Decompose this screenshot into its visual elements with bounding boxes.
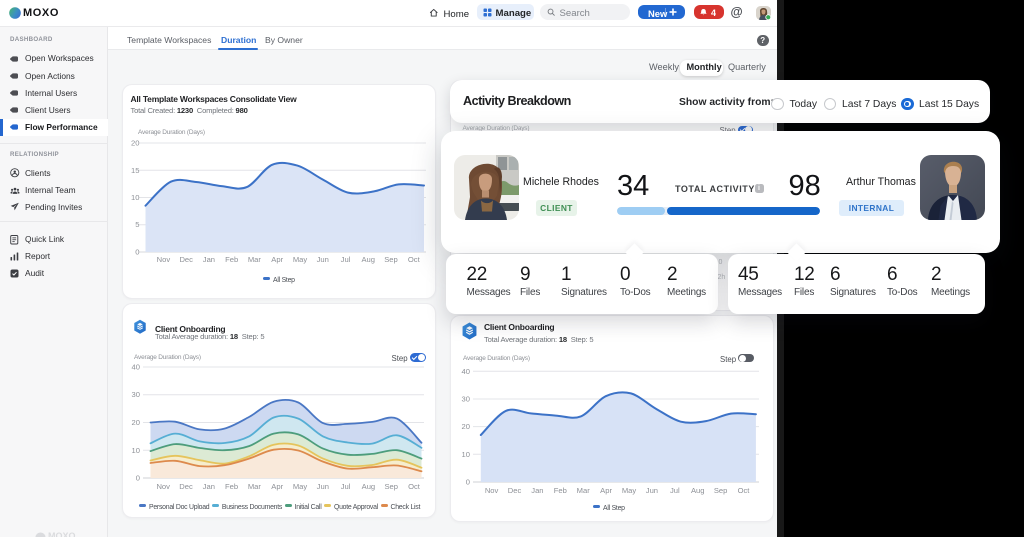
svg-text:30: 30 — [462, 395, 470, 404]
svg-text:15: 15 — [131, 166, 139, 175]
svg-text:Jan: Jan — [203, 255, 215, 264]
svg-text:Oct: Oct — [408, 255, 421, 264]
svg-text:Jul: Jul — [341, 255, 351, 264]
svg-text:Jun: Jun — [646, 486, 658, 495]
svg-text:10: 10 — [131, 193, 139, 202]
svg-text:Jun: Jun — [317, 255, 329, 264]
svg-text:20: 20 — [131, 139, 139, 148]
svg-text:Sep: Sep — [384, 255, 398, 264]
svg-text:Feb: Feb — [554, 486, 567, 495]
svg-text:20: 20 — [132, 418, 140, 427]
svg-text:Dec: Dec — [179, 255, 193, 264]
svg-text:Apr: Apr — [600, 486, 612, 495]
svg-text:Oct: Oct — [408, 482, 421, 491]
svg-text:40: 40 — [462, 367, 470, 376]
svg-text:0: 0 — [466, 478, 470, 487]
svg-text:Aug: Aug — [691, 486, 705, 495]
svg-text:Apr: Apr — [271, 255, 283, 264]
svg-text:Mar: Mar — [577, 486, 591, 495]
svg-text:Nov: Nov — [485, 486, 499, 495]
svg-text:Aug: Aug — [361, 255, 375, 264]
svg-text:Apr: Apr — [271, 482, 283, 491]
svg-text:Jan: Jan — [531, 486, 543, 495]
svg-text:Nov: Nov — [157, 255, 171, 264]
svg-text:10: 10 — [462, 450, 470, 459]
svg-text:May: May — [293, 255, 308, 264]
svg-text:20: 20 — [462, 422, 470, 431]
svg-text:5: 5 — [135, 220, 139, 229]
svg-text:Sep: Sep — [714, 486, 728, 495]
svg-text:Sep: Sep — [384, 482, 398, 491]
svg-text:Jan: Jan — [203, 482, 215, 491]
svg-text:May: May — [293, 482, 308, 491]
svg-text:Dec: Dec — [508, 486, 522, 495]
svg-text:May: May — [622, 486, 637, 495]
svg-text:0: 0 — [135, 248, 139, 257]
svg-text:Jul: Jul — [341, 482, 351, 491]
svg-text:Oct: Oct — [738, 486, 751, 495]
svg-text:Feb: Feb — [225, 255, 238, 264]
svg-text:0: 0 — [136, 474, 140, 483]
svg-text:Mar: Mar — [248, 482, 262, 491]
svg-text:Aug: Aug — [362, 482, 376, 491]
svg-text:40: 40 — [132, 363, 140, 372]
svg-text:Mar: Mar — [248, 255, 262, 264]
svg-text:10: 10 — [132, 446, 140, 455]
svg-text:Jul: Jul — [670, 486, 680, 495]
svg-text:Nov: Nov — [156, 482, 170, 491]
svg-text:Jun: Jun — [317, 482, 329, 491]
svg-text:30: 30 — [132, 390, 140, 399]
svg-text:Feb: Feb — [225, 482, 238, 491]
svg-text:Dec: Dec — [179, 482, 193, 491]
